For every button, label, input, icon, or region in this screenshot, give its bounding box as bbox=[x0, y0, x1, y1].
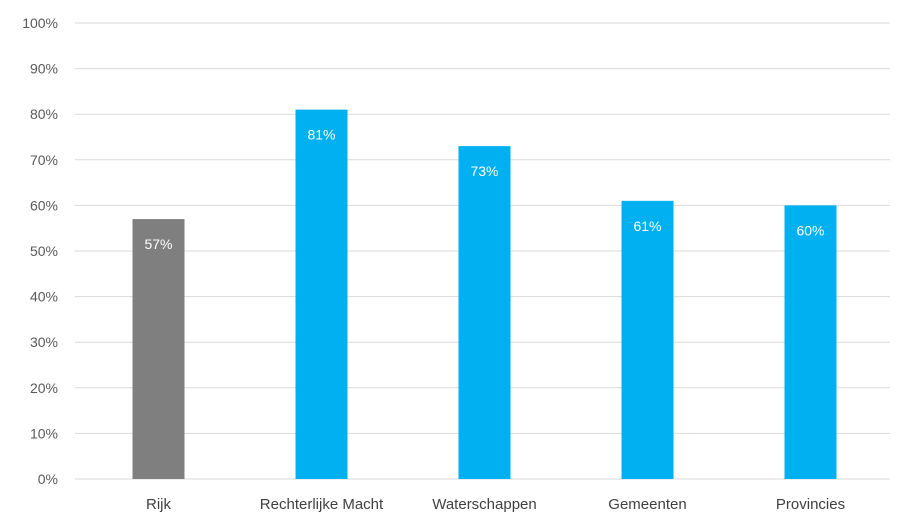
data-label: 60% bbox=[796, 222, 824, 238]
y-tick-label: 70% bbox=[30, 152, 58, 168]
data-label: 73% bbox=[470, 163, 498, 179]
x-category-label: Provincies bbox=[776, 496, 845, 513]
y-tick-label: 0% bbox=[38, 471, 58, 487]
x-axis-category-labels: Rijk Rechterlijke Macht Waterschappen Gemee… bbox=[146, 496, 845, 513]
data-label: 81% bbox=[307, 127, 335, 143]
x-category-label: Waterschappen bbox=[432, 496, 537, 513]
y-axis-tick-labels: 0% 10% 20% 30% 40% 50% 60% 70% 80% 90% 100% bbox=[22, 15, 58, 487]
data-label: 57% bbox=[144, 236, 172, 252]
bar-rijk bbox=[132, 219, 185, 479]
y-tick-label: 20% bbox=[30, 380, 58, 396]
y-tick-label: 30% bbox=[30, 334, 58, 350]
bar-gemeenten bbox=[621, 200, 674, 479]
y-tick-label: 40% bbox=[30, 289, 58, 305]
x-category-label: Rijk bbox=[146, 496, 171, 513]
y-tick-label: 50% bbox=[30, 243, 58, 259]
bar-rechterlijke-macht bbox=[295, 109, 348, 479]
y-tick-label: 90% bbox=[30, 61, 58, 77]
y-tick-label: 10% bbox=[30, 425, 58, 441]
x-category-label: Gemeenten bbox=[608, 496, 686, 513]
bar-provincies bbox=[784, 205, 837, 479]
data-labels: 57% 81% 73% 61% 60% bbox=[144, 127, 824, 252]
x-category-label: Rechterlijke Macht bbox=[260, 496, 384, 513]
y-tick-label: 100% bbox=[22, 15, 58, 31]
data-label: 61% bbox=[633, 218, 661, 234]
y-tick-label: 80% bbox=[30, 106, 58, 122]
bars bbox=[132, 109, 837, 479]
y-tick-label: 60% bbox=[30, 197, 58, 213]
bar-waterschappen bbox=[458, 146, 511, 479]
